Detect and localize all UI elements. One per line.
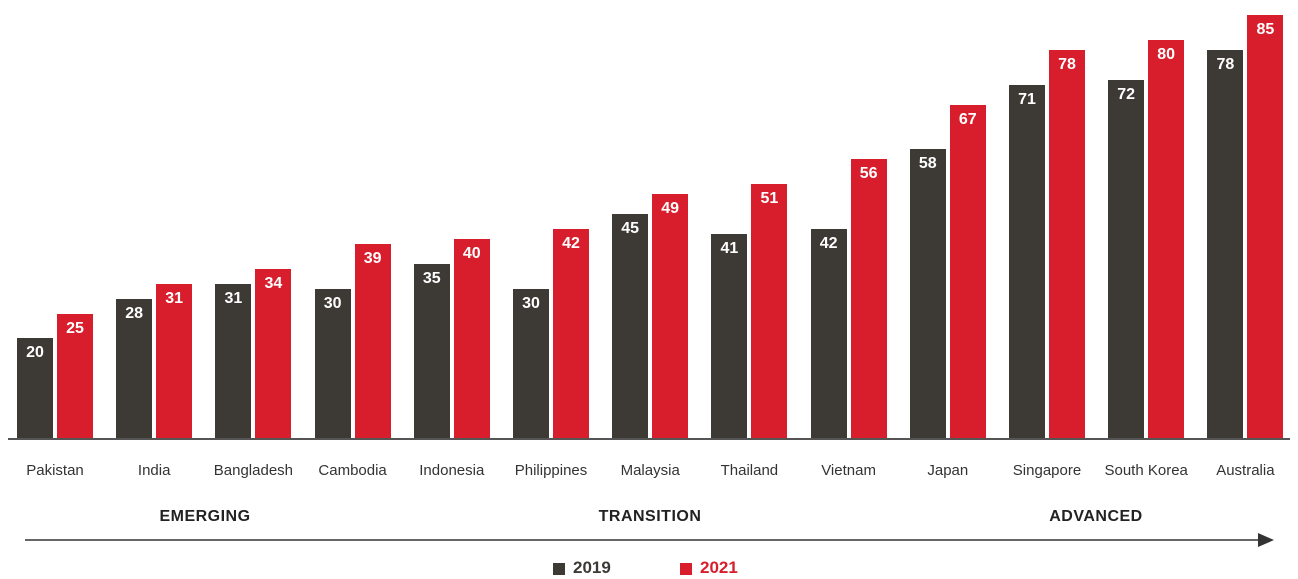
value-label: 41	[720, 239, 739, 257]
stage-label: TRANSITION	[598, 508, 702, 525]
x-tick-label: Vietnam	[821, 462, 876, 479]
value-label: 30	[522, 294, 540, 312]
value-label: 31	[224, 289, 243, 307]
value-label: 30	[323, 294, 342, 312]
bar	[513, 288, 549, 438]
value-label: 31	[165, 289, 184, 307]
x-tick-label: Pakistan	[26, 462, 84, 479]
bar	[1049, 49, 1085, 438]
value-label: 49	[661, 200, 680, 218]
value-label: 85	[1256, 21, 1275, 38]
legend-label: 2021	[700, 558, 738, 577]
stage-label: ADVANCED	[1049, 508, 1143, 525]
bar	[413, 263, 450, 438]
value-label: 71	[1018, 90, 1036, 108]
bar	[850, 159, 887, 438]
x-tick-label: Thailand	[720, 462, 779, 479]
x-tick-label: Philippines	[514, 462, 588, 479]
x-tick-label: Singapore	[1012, 462, 1082, 479]
value-label: 28	[125, 304, 144, 322]
legend-swatch	[680, 563, 692, 575]
value-label: 80	[1157, 45, 1176, 63]
bar	[116, 298, 153, 438]
bar	[57, 313, 93, 438]
x-tick-label: Indonesia	[419, 462, 485, 479]
bar	[156, 283, 193, 438]
stage-label: EMERGING	[159, 508, 251, 525]
bar	[1247, 15, 1284, 438]
value-label: 45	[621, 220, 640, 238]
value-label: 42	[562, 234, 580, 252]
bar	[949, 104, 986, 438]
value-label: 78	[1058, 55, 1076, 73]
x-tick-label: Japan	[927, 462, 969, 479]
value-label: 42	[819, 234, 838, 252]
value-label: 35	[422, 269, 441, 287]
bar	[612, 214, 649, 438]
bar	[1207, 49, 1244, 438]
value-label: 58	[918, 155, 937, 173]
bar	[215, 283, 252, 438]
bar	[453, 238, 490, 438]
value-label: 78	[1216, 55, 1235, 73]
value-label: 67	[958, 110, 977, 128]
value-label: 25	[66, 319, 84, 337]
bar	[1148, 39, 1185, 438]
bar	[1108, 79, 1145, 438]
x-tick-label: India	[137, 462, 171, 479]
legend-swatch	[553, 563, 565, 575]
x-tick-label: South Korea	[1104, 462, 1188, 479]
bar	[751, 184, 788, 438]
bar	[553, 228, 589, 438]
bar	[354, 243, 391, 438]
value-label: 56	[859, 165, 878, 183]
x-tick-label: Australia	[1216, 462, 1275, 479]
value-label: 40	[462, 244, 481, 262]
bar	[711, 233, 748, 438]
x-tick-label: Bangladesh	[213, 462, 293, 479]
x-tick-label: Cambodia	[318, 462, 387, 479]
value-label: 39	[363, 249, 382, 267]
bar	[652, 194, 689, 438]
arrow	[25, 533, 1274, 547]
value-label: 20	[26, 344, 44, 362]
bar	[909, 149, 946, 438]
baseline	[8, 438, 1290, 440]
bar	[1009, 84, 1045, 438]
bar	[17, 338, 53, 438]
value-label: 72	[1117, 85, 1136, 103]
bar	[314, 288, 351, 438]
bar	[810, 228, 847, 438]
value-label: 51	[760, 190, 779, 208]
x-tick-label: Malaysia	[620, 462, 680, 479]
bar	[255, 268, 292, 438]
value-label: 34	[264, 274, 283, 292]
legend-label: 2019	[573, 558, 611, 577]
